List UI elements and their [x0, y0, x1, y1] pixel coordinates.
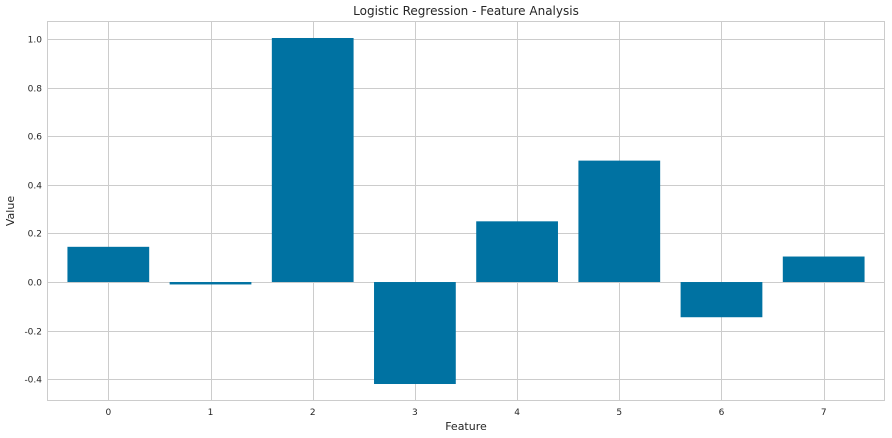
x-tick-label: 2 [310, 408, 316, 418]
y-axis-label: Value [4, 196, 17, 226]
x-tick-label: 6 [719, 408, 725, 418]
y-tick-label: 1.0 [28, 36, 43, 46]
y-tick-label: 0.8 [28, 85, 43, 95]
bar-feature-5 [578, 160, 661, 283]
y-tick-label: 0.2 [28, 230, 42, 240]
bar-feature-4 [476, 221, 558, 283]
y-tick-label: -0.4 [24, 376, 42, 386]
x-tick-label: 5 [616, 408, 622, 418]
plot-area [47, 21, 885, 401]
bar-feature-6 [680, 282, 763, 318]
y-tick-label: -0.2 [24, 328, 42, 338]
x-tick-label: 1 [208, 408, 214, 418]
y-tick-label: 0.0 [28, 279, 43, 289]
bar-feature-3 [374, 282, 456, 385]
bar-feature-7 [782, 256, 865, 283]
y-tick-label: 0.6 [28, 133, 43, 143]
bar-feature-2 [271, 37, 354, 283]
bar-feature-0 [67, 246, 150, 283]
x-tick-label: 4 [514, 408, 520, 418]
y-tick-label: 0.4 [28, 182, 43, 192]
plot-border [47, 21, 885, 401]
x-tick-label: 7 [821, 408, 827, 418]
x-tick-label: 3 [412, 408, 418, 418]
x-axis-label: Feature [445, 420, 487, 433]
bars [67, 37, 865, 385]
chart-title: Logistic Regression - Feature Analysis [353, 4, 579, 18]
tick-labels: -0.4 -0.2 0.0 0.2 0.4 0.6 0.8 1.0 0 1 2 3 4 5 6 7 [24, 36, 826, 419]
x-tick-label: 0 [105, 408, 111, 418]
bar-feature-1 [169, 282, 252, 285]
